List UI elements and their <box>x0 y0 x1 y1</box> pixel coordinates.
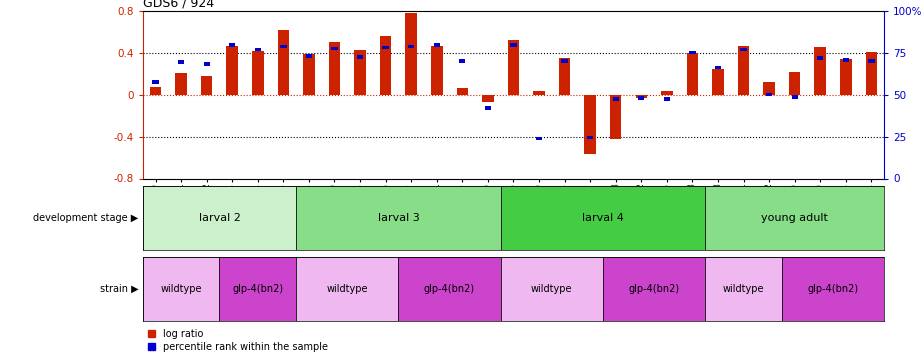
Text: wildtype: wildtype <box>327 284 368 294</box>
Bar <box>559 58 570 95</box>
Bar <box>738 46 750 95</box>
Bar <box>229 44 236 47</box>
Bar <box>201 76 213 95</box>
Bar <box>869 59 875 63</box>
Bar <box>740 48 747 51</box>
Bar <box>501 186 705 250</box>
Bar <box>635 95 647 98</box>
Bar <box>457 88 468 95</box>
Bar <box>705 257 782 321</box>
Bar <box>705 186 884 250</box>
Bar <box>178 60 184 64</box>
Bar <box>791 95 798 99</box>
Bar <box>329 42 340 95</box>
Bar <box>638 96 645 100</box>
Bar <box>782 257 884 321</box>
Bar <box>306 54 312 57</box>
Bar <box>227 46 238 95</box>
Text: wildtype: wildtype <box>531 284 573 294</box>
Bar <box>254 48 261 51</box>
Bar <box>175 72 187 95</box>
Text: young adult: young adult <box>762 213 828 223</box>
Bar <box>715 65 721 69</box>
Text: strain ▶: strain ▶ <box>99 284 138 294</box>
Bar <box>817 56 823 60</box>
Bar <box>533 91 545 95</box>
Bar <box>603 257 705 321</box>
Bar <box>357 55 363 59</box>
Bar <box>399 257 501 321</box>
Bar <box>610 95 622 139</box>
Bar <box>536 137 542 141</box>
Bar <box>150 87 161 95</box>
Bar <box>664 97 670 101</box>
Bar <box>355 50 366 95</box>
Bar <box>840 59 852 95</box>
Bar <box>562 59 567 63</box>
Bar <box>460 59 465 63</box>
Text: glp-4(bn2): glp-4(bn2) <box>628 284 680 294</box>
Bar <box>789 71 800 95</box>
Bar <box>866 52 877 95</box>
Text: GDS6 / 924: GDS6 / 924 <box>143 0 214 10</box>
Bar <box>408 45 414 48</box>
Bar <box>712 69 724 95</box>
Bar <box>434 44 440 47</box>
Bar <box>204 62 210 66</box>
Bar <box>766 93 773 96</box>
Text: glp-4(bn2): glp-4(bn2) <box>424 284 475 294</box>
Bar <box>332 47 338 50</box>
Bar <box>252 51 263 95</box>
Bar <box>280 45 286 48</box>
Text: wildtype: wildtype <box>160 284 202 294</box>
Bar <box>484 106 491 110</box>
Text: larval 3: larval 3 <box>378 213 419 223</box>
Bar <box>297 186 501 250</box>
Text: glp-4(bn2): glp-4(bn2) <box>232 284 284 294</box>
Bar <box>482 95 494 102</box>
Bar <box>510 44 517 47</box>
Bar <box>687 53 698 95</box>
Text: larval 2: larval 2 <box>199 213 240 223</box>
Bar <box>507 40 519 95</box>
Bar <box>501 257 603 321</box>
Bar <box>379 36 391 95</box>
Bar <box>143 186 297 250</box>
Bar <box>585 95 596 154</box>
Bar <box>764 82 775 95</box>
Text: wildtype: wildtype <box>723 284 764 294</box>
Bar <box>431 46 442 95</box>
Bar <box>303 54 315 95</box>
Bar <box>814 47 826 95</box>
Text: glp-4(bn2): glp-4(bn2) <box>808 284 858 294</box>
Bar <box>382 46 389 49</box>
Bar <box>152 80 158 84</box>
Text: larval 4: larval 4 <box>582 213 624 223</box>
Bar <box>219 257 297 321</box>
Bar <box>661 91 672 95</box>
Bar <box>689 51 695 55</box>
Bar <box>843 58 849 62</box>
Bar <box>297 257 399 321</box>
Bar <box>587 136 593 140</box>
Legend: log ratio, percentile rank within the sample: log ratio, percentile rank within the sa… <box>147 329 328 352</box>
Bar <box>405 13 417 95</box>
Text: development stage ▶: development stage ▶ <box>33 213 138 223</box>
Bar <box>277 30 289 95</box>
Bar <box>143 257 219 321</box>
Bar <box>612 97 619 101</box>
